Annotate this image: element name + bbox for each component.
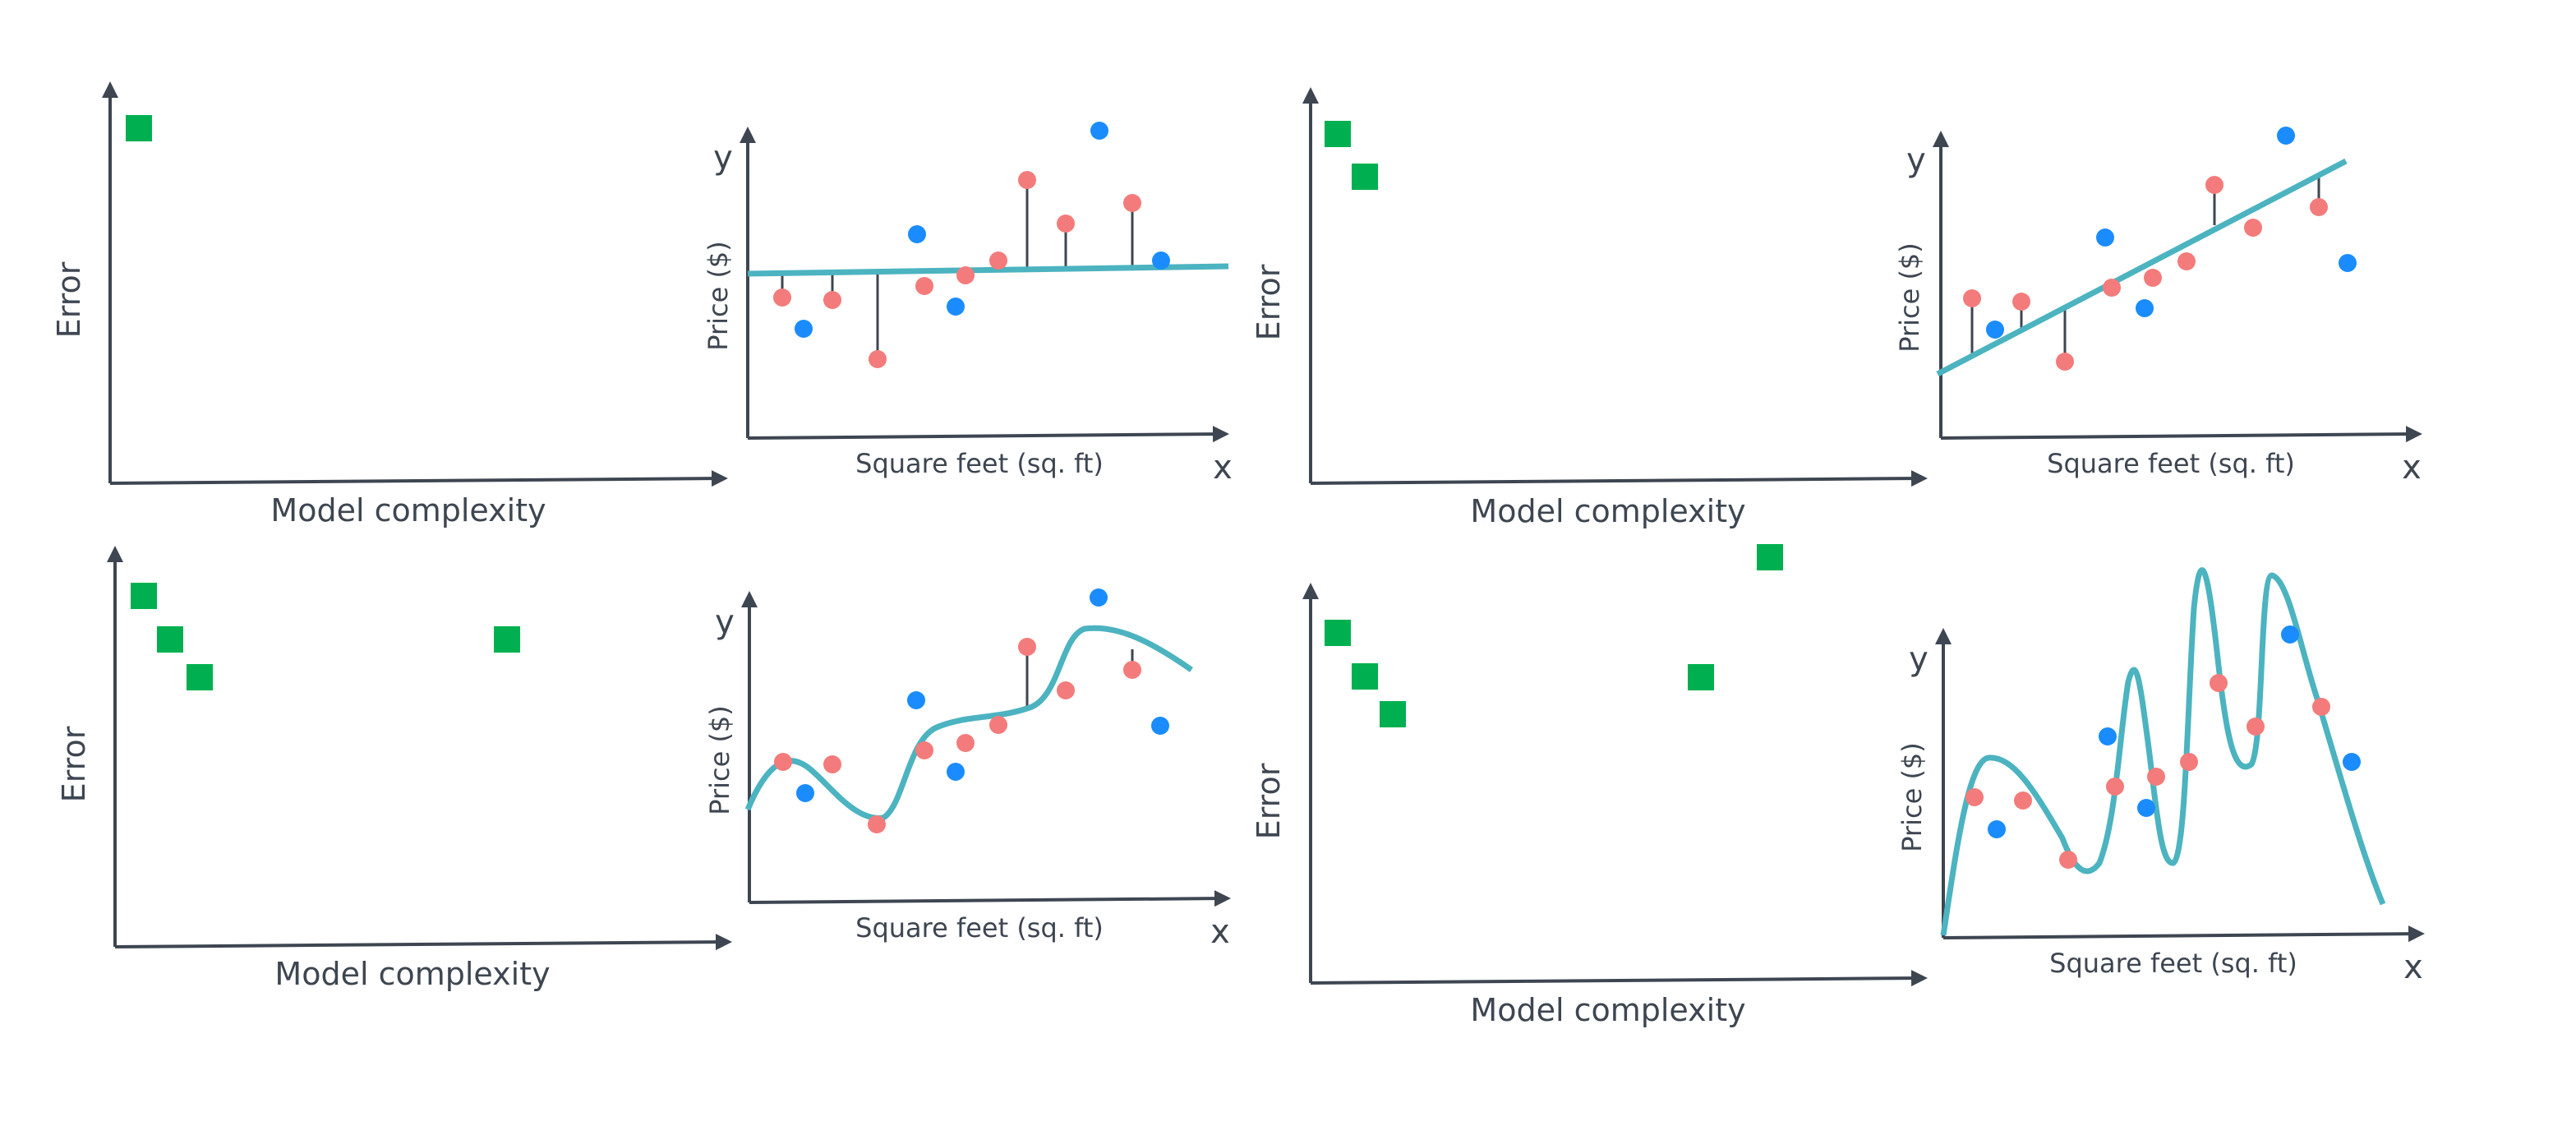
x-label: x (2402, 449, 2422, 487)
data-points (1965, 625, 2361, 869)
error-axis-label: Error (56, 726, 92, 802)
fit-plot-4: y x Price ($) Square feet (sq. ft) (1896, 567, 2425, 986)
error-point (1688, 664, 1714, 690)
x-label: x (1213, 449, 1233, 487)
data-points (1963, 127, 2357, 371)
y-label: y (1909, 640, 1929, 678)
complexity-axis-label: Model complexity (1470, 992, 1745, 1028)
error-point (494, 626, 520, 653)
sqft-axis-label: Square feet (sq. ft) (855, 912, 1104, 944)
error-point (1352, 164, 1378, 190)
y-label: y (715, 603, 735, 641)
error-axis-label: Error (51, 261, 87, 338)
fit-curve (1940, 567, 2386, 936)
y-label: y (713, 139, 733, 177)
price-axis-label: Price ($) (1896, 742, 1928, 852)
x-label: x (1210, 913, 1230, 951)
y-label: y (1906, 141, 1926, 179)
error-plot-4: Error Model complexity (1251, 544, 1928, 1028)
complexity-axis-label: Model complexity (270, 492, 546, 528)
price-axis-label: Price ($) (704, 705, 735, 815)
sqft-axis-label: Square feet (sq. ft) (2049, 948, 2297, 979)
sqft-x-axis (747, 426, 1229, 443)
error-point (157, 626, 183, 653)
panel-4: Error Model complexity y x Price ($) Squ… (1251, 544, 2425, 1028)
fit-plot-2: y x Price ($) Square feet (sq. ft) (1894, 127, 2422, 487)
complexity-x-axis (1310, 970, 1928, 987)
error-point (1325, 121, 1351, 147)
panel-1: Error Model complexity y x Price ($) Squ… (51, 81, 1233, 528)
fit-plot-1: y x Price ($) Square feet (sq. ft) (703, 122, 1233, 487)
price-axis-label: Price ($) (703, 241, 734, 351)
error-plot-3: Error Model complexity (56, 546, 732, 992)
sqft-axis-label: Square feet (sq. ft) (2047, 448, 2295, 479)
data-points (773, 122, 1170, 368)
price-axis-label: Price ($) (1894, 242, 1925, 353)
error-point (131, 583, 157, 609)
error-point (187, 664, 213, 690)
error-plot-1: Error Model complexity (51, 81, 728, 528)
complexity-axis-label: Model complexity (274, 956, 550, 992)
sqft-x-axis (1942, 925, 2425, 943)
complexity-x-axis (1310, 470, 1928, 487)
error-point (1380, 701, 1406, 727)
error-axis-label: Error (1251, 264, 1287, 340)
error-point (1352, 663, 1378, 690)
sqft-axis-label: Square feet (sq. ft) (855, 448, 1104, 479)
panel-2: Error Model complexity y x Price ($) Squ… (1251, 87, 2422, 529)
fit-curve (744, 625, 1194, 821)
error-axis-label: Error (1251, 763, 1287, 839)
fit-line (1936, 158, 2348, 377)
residual-lines (781, 180, 1134, 359)
error-point (1757, 544, 1783, 570)
sqft-x-axis (1940, 426, 2422, 443)
complexity-x-axis (114, 934, 732, 951)
error-point (1325, 620, 1351, 646)
sqft-x-axis (749, 890, 1231, 907)
error-plot-2: Error Model complexity (1251, 87, 1928, 529)
fit-line (747, 263, 1229, 277)
data-points (774, 588, 1169, 833)
fit-plot-3: y x Price ($) Square feet (sq. ft) (704, 588, 1231, 951)
error-point (126, 115, 152, 141)
x-label: x (2403, 948, 2423, 986)
complexity-axis-label: Model complexity (1470, 493, 1745, 529)
panel-3: Error Model complexity y x Price ($) Squ… (56, 546, 1231, 992)
complexity-x-axis (109, 470, 728, 487)
